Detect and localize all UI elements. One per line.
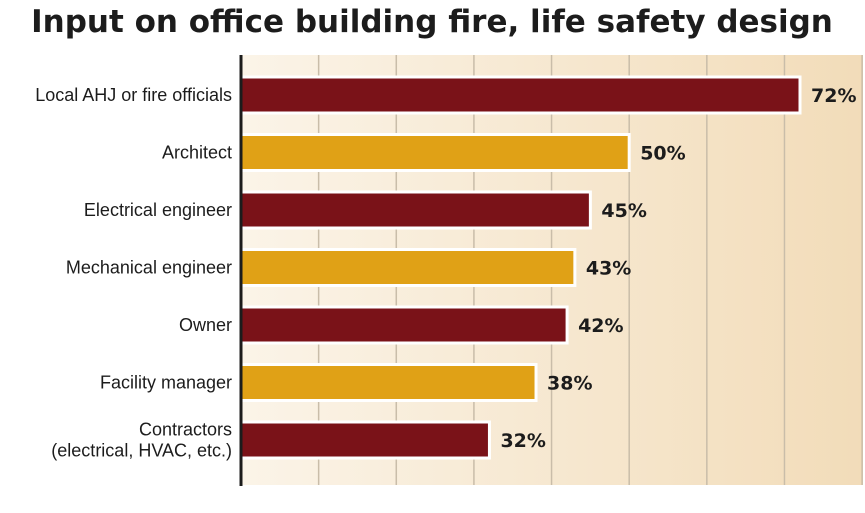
- bar: [239, 248, 577, 287]
- category-label: Contractors: [139, 420, 232, 440]
- bar: [239, 190, 592, 230]
- value-label: 43%: [586, 258, 631, 280]
- category-label: Local AHJ or fire officials: [35, 85, 232, 105]
- value-label: 32%: [500, 430, 545, 452]
- value-label: 50%: [640, 143, 685, 165]
- category-labels: Local AHJ or fire officials Architect Elec…: [35, 85, 232, 461]
- chart-title: Input on office building fire, life safe…: [31, 4, 833, 40]
- value-label: 45%: [601, 200, 646, 222]
- category-label: (electrical, HVAC, etc.): [51, 441, 232, 461]
- category-label: Mechanical engineer: [66, 258, 232, 278]
- bar: [239, 305, 569, 345]
- bar: [239, 363, 538, 402]
- value-label: 38%: [547, 373, 592, 395]
- category-label: Facility manager: [100, 373, 232, 393]
- bar: [239, 133, 631, 172]
- category-label: Electrical engineer: [84, 200, 232, 220]
- value-labels: 72% 50% 45% 43% 42% 38% 32%: [500, 85, 856, 452]
- bar: [239, 420, 491, 460]
- category-label: Architect: [162, 143, 232, 163]
- bar: [239, 75, 802, 115]
- value-label: 72%: [811, 85, 856, 107]
- category-label: Owner: [179, 315, 232, 335]
- value-label: 42%: [578, 315, 623, 337]
